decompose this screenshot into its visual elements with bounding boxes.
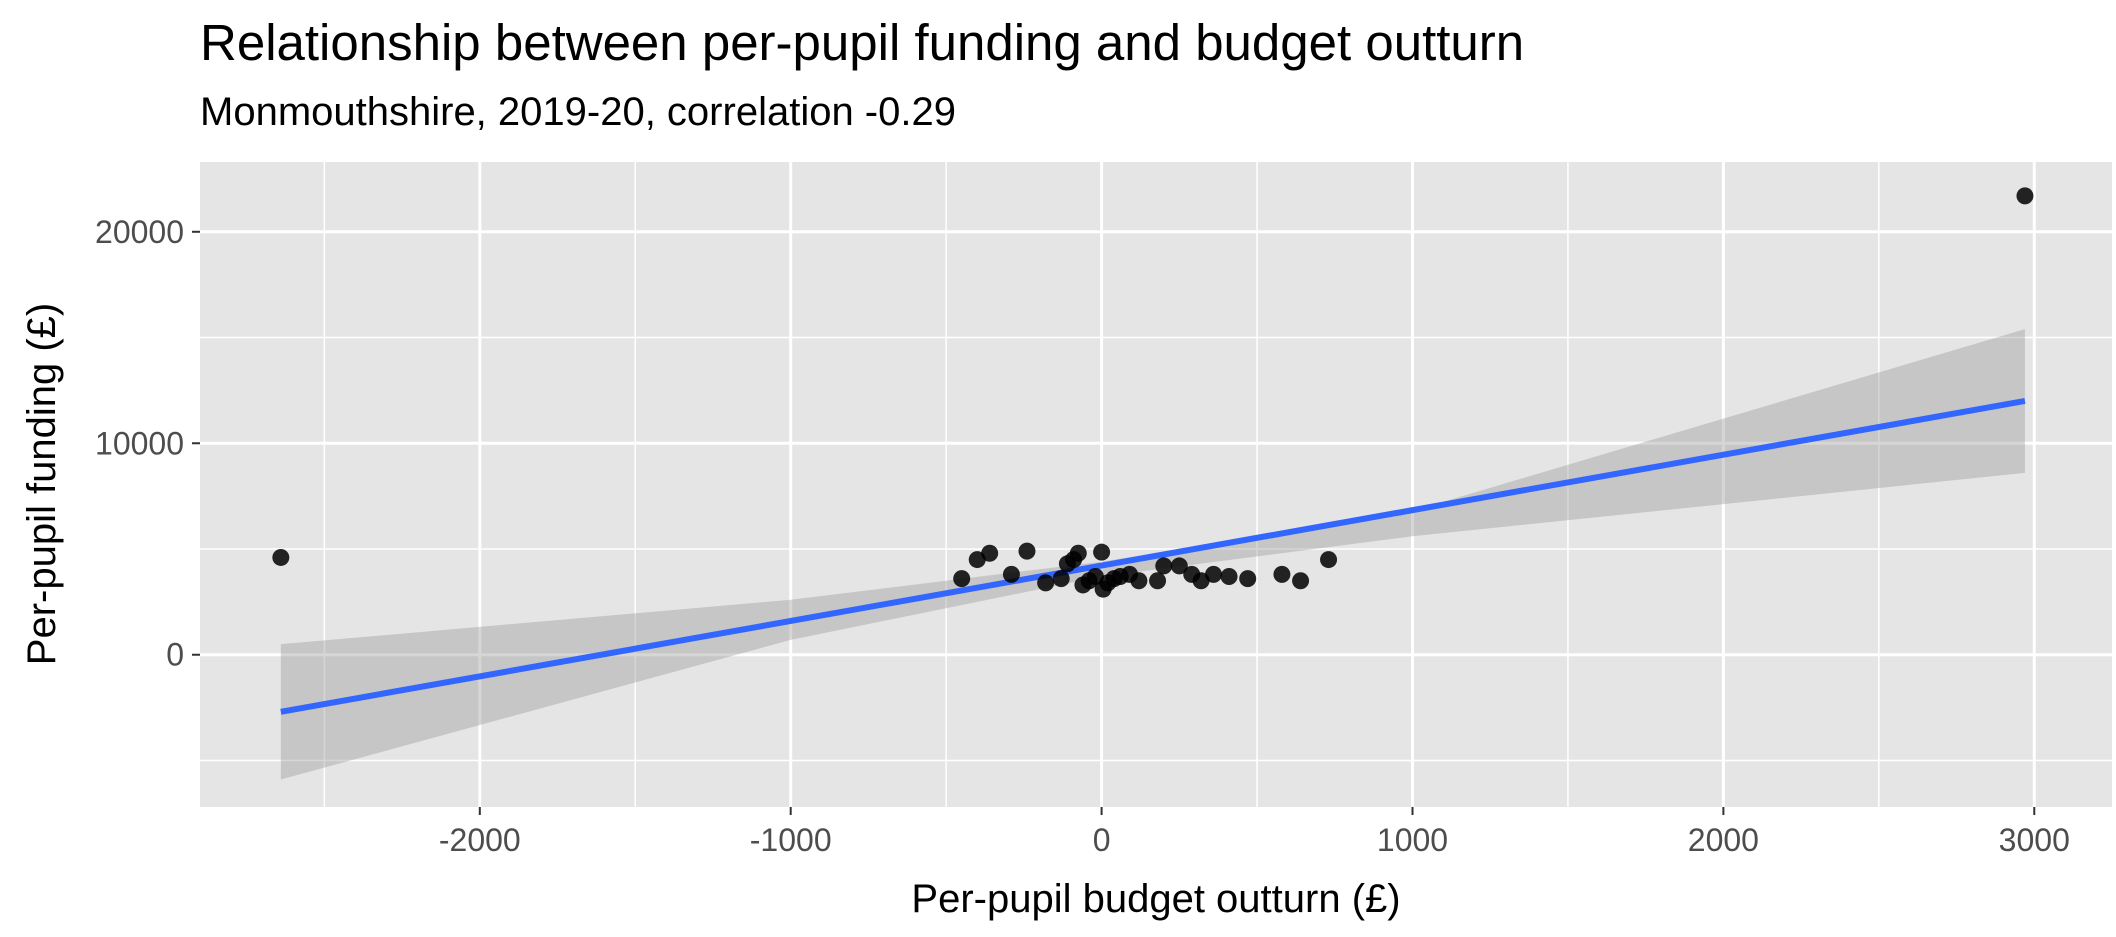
x-axis-title: Per-pupil budget outturn (£): [911, 877, 1400, 921]
data-point: [981, 544, 999, 562]
x-tick-label: 3000: [1999, 822, 2070, 858]
data-point: [1093, 543, 1111, 561]
data-point: [1155, 557, 1173, 575]
data-point: [1018, 542, 1036, 560]
y-tick-label: 10000: [95, 425, 184, 461]
data-point: [1149, 572, 1167, 590]
chart-subtitle: Monmouthshire, 2019-20, correlation -0.2…: [200, 90, 956, 134]
y-axis: 0 10000 20000: [95, 214, 200, 673]
data-point: [1239, 570, 1257, 588]
data-point: [1205, 565, 1223, 583]
data-point: [2016, 187, 2034, 205]
data-point: [272, 548, 290, 566]
x-tick-label: -1000: [750, 822, 832, 858]
data-point: [1052, 570, 1070, 588]
x-tick-label: 1000: [1377, 822, 1448, 858]
x-tick-label: 0: [1093, 822, 1111, 858]
data-point: [1170, 557, 1188, 575]
data-points: [272, 187, 2034, 598]
trend-line: [280, 398, 2026, 715]
data-point: [1320, 551, 1338, 569]
plot-panel: [200, 162, 2112, 807]
x-axis: -2000 -1000 0 1000 2000 3000: [439, 807, 2070, 858]
data-point: [1292, 572, 1310, 590]
chart-title: Relationship between per-pupil funding a…: [200, 14, 1524, 71]
data-point: [1069, 544, 1087, 562]
y-tick-label: 0: [166, 637, 184, 673]
data-point: [1273, 565, 1291, 583]
data-point: [953, 570, 971, 588]
y-tick-label: 20000: [95, 214, 184, 250]
data-point: [1220, 567, 1238, 585]
x-tick-label: 2000: [1688, 822, 1759, 858]
minor-gridlines: [200, 162, 2112, 807]
data-point: [1037, 574, 1055, 592]
x-tick-label: -2000: [439, 822, 521, 858]
data-point: [1002, 565, 1020, 583]
y-axis-title: Per-pupil funding (£): [20, 303, 64, 665]
major-gridlines: [200, 162, 2112, 807]
data-point: [1130, 572, 1148, 590]
